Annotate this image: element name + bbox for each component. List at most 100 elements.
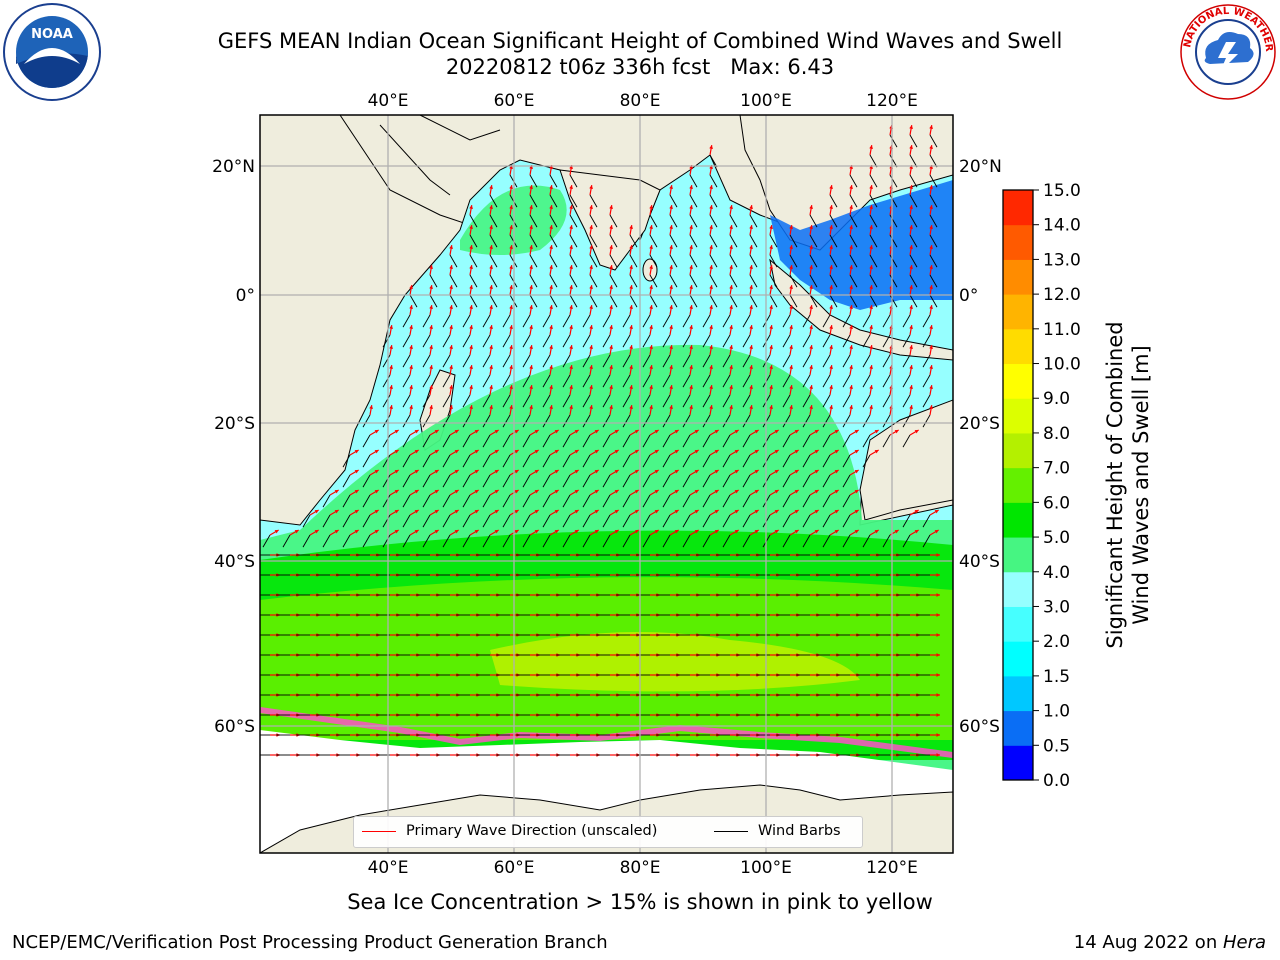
wind-barb <box>602 494 611 508</box>
wave-arrow-head <box>929 205 934 209</box>
wave-arrow-head <box>529 205 534 209</box>
wave-arrow-head <box>809 265 814 269</box>
wave-arrow-head <box>529 325 534 329</box>
wave-arrow-head <box>434 430 439 434</box>
wave-arrow-head <box>669 345 674 349</box>
wave-arrow-head <box>469 205 474 209</box>
wind-barb <box>809 234 818 248</box>
wind-barb <box>882 394 891 408</box>
wave-arrow-head <box>589 245 594 249</box>
wave-arrow-head <box>429 345 434 349</box>
wind-barb <box>622 354 631 368</box>
wave-direction-arrows <box>260 125 940 757</box>
wave-arrow-head <box>774 530 779 534</box>
wind-barb <box>562 314 571 328</box>
wind-barb <box>562 374 571 388</box>
wave-arrow-head <box>909 145 914 149</box>
wave-arrow-head <box>809 325 814 329</box>
wind-barb <box>362 514 371 528</box>
wave-arrow-head <box>489 245 494 249</box>
wave-arrow-head <box>589 365 594 369</box>
wave-arrow-head <box>454 530 459 534</box>
wave-arrow-head <box>849 365 854 369</box>
wave-arrow-head <box>529 165 534 169</box>
wind-barb <box>482 514 491 528</box>
sea-ice-edge <box>260 707 953 758</box>
wave-arrow-head <box>869 285 874 289</box>
wave-arrow-head <box>574 490 579 494</box>
wave-arrow-head <box>589 305 594 309</box>
wave-arrow-head <box>729 345 734 349</box>
wave-arrow-head <box>489 185 494 189</box>
wave-arrow-head <box>669 365 674 369</box>
wave-arrow-head <box>549 205 554 209</box>
wind-barb <box>422 534 431 548</box>
wave-arrow-head <box>409 385 414 389</box>
wave-arrow-head <box>689 365 694 369</box>
wave-arrow-head <box>589 345 594 349</box>
colorbar-tick-label: 1.5 <box>1043 667 1070 687</box>
wave-arrow-head <box>909 225 914 229</box>
wind-barb <box>362 474 371 488</box>
wave-arrow-head <box>374 530 379 534</box>
wave-arrow-head <box>734 510 739 514</box>
wind-barb <box>722 534 731 548</box>
wind-barb <box>662 534 671 548</box>
wind-barb <box>582 514 591 528</box>
wave-arrow-head <box>809 225 814 229</box>
wave-arrow-head <box>936 653 940 657</box>
wind-barb <box>829 294 838 308</box>
wave-arrow-head <box>934 510 939 514</box>
wind-barb <box>802 534 811 548</box>
wind-barb <box>402 454 411 468</box>
wind-barb <box>442 354 451 368</box>
wind-barb <box>849 234 858 248</box>
wave-arrow-head <box>569 165 574 169</box>
wind-barb <box>582 474 591 488</box>
colorbar-tick-label: 9.0 <box>1043 389 1070 409</box>
wave-arrow-head <box>936 593 940 597</box>
wave-arrow-head <box>914 430 919 434</box>
wave-arrow-head <box>374 470 379 474</box>
wave-arrow-head <box>709 405 714 409</box>
wave-arrow-head <box>929 385 934 389</box>
wave-arrow-head <box>549 245 554 249</box>
wave-arrow-head <box>814 530 819 534</box>
colorbar-swatch <box>1003 398 1033 434</box>
wind-barb <box>809 294 818 308</box>
wave-arrow-head <box>734 470 739 474</box>
wind-barb <box>502 394 511 408</box>
wind-barb <box>342 534 351 548</box>
wave-arrow-head <box>749 205 754 209</box>
lat-label-left-20s: 20°S <box>214 414 255 434</box>
wave-arrow-head <box>729 385 734 389</box>
wave-arrow-head <box>869 225 874 229</box>
wave-arrow-head <box>809 385 814 389</box>
wind-barb <box>502 434 511 448</box>
wind-barb <box>662 314 671 328</box>
lat-label-right-40s: 40°S <box>959 552 1000 572</box>
wind-barb <box>589 214 598 228</box>
wave-arrow-head <box>414 450 419 454</box>
wave-arrow-head <box>834 430 839 434</box>
wind-barb <box>749 234 758 248</box>
wave-arrow-head <box>449 245 454 249</box>
wind-barb <box>382 394 391 408</box>
wind-barb <box>662 414 671 428</box>
wave-arrow-head <box>574 450 579 454</box>
wind-barb <box>882 414 891 428</box>
wind-barb <box>902 374 911 388</box>
wind-barb <box>549 234 558 248</box>
wave-arrow-head <box>569 205 574 209</box>
wave-arrow-head <box>929 285 934 289</box>
wave-arrow-head <box>554 530 559 534</box>
wind-barb <box>822 534 831 548</box>
wave-arrow-head <box>814 450 819 454</box>
wave-arrow-head <box>414 470 419 474</box>
wind-barb <box>842 494 851 508</box>
wave-arrow-head <box>829 365 834 369</box>
wave-arrow-head <box>809 305 814 309</box>
wind-barb <box>709 194 718 208</box>
wind-barb <box>802 514 811 528</box>
wind-barb <box>442 394 451 408</box>
